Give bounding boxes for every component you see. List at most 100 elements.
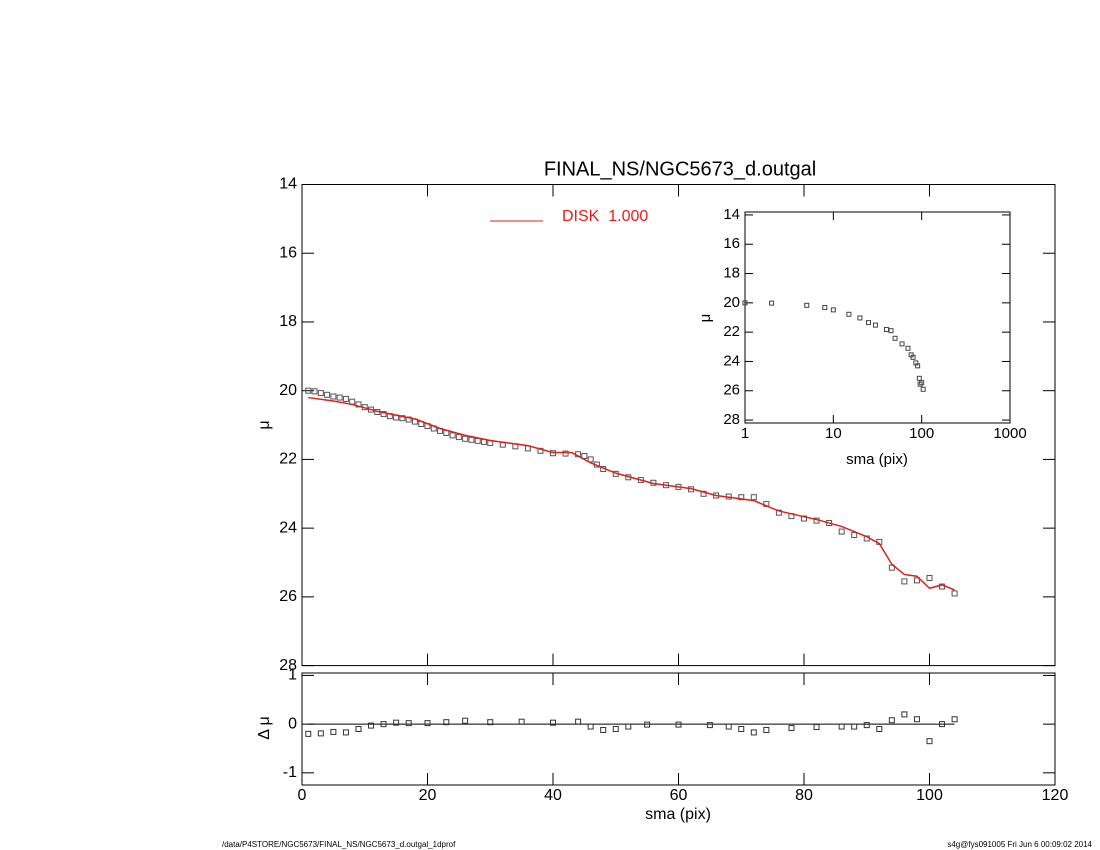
x-tick-label: 40 [544, 787, 562, 804]
data-point [813, 724, 820, 731]
y-tick-label: 16 [723, 235, 740, 252]
data-point [625, 723, 632, 730]
data-point [846, 311, 852, 317]
data-point [575, 718, 582, 725]
data-point [317, 730, 324, 737]
data-point [537, 447, 544, 454]
data-point [915, 363, 921, 369]
data-point [750, 729, 757, 736]
data-point [763, 726, 770, 733]
x-tick-label: 120 [1042, 787, 1069, 804]
data-point [587, 723, 594, 730]
data-point [857, 315, 863, 321]
y-tick-label: 28 [723, 411, 740, 428]
y-axis-label: Δ μ [256, 716, 273, 739]
data-point [462, 435, 469, 442]
data-point [872, 322, 878, 328]
data-point [380, 411, 387, 418]
data-point [738, 726, 745, 732]
y-tick-label: 24 [279, 519, 297, 536]
data-point [884, 327, 890, 333]
data-point [317, 390, 324, 397]
chart-title: FINAL_NS/NGC5673_d.outgal [544, 158, 816, 180]
data-point [380, 721, 387, 728]
data-point [330, 393, 337, 400]
data-point [830, 307, 836, 313]
data-point [675, 721, 682, 728]
data-point [838, 723, 845, 730]
data-point [913, 716, 920, 723]
data-point [587, 456, 594, 463]
x-tick-label: 100 [909, 425, 934, 442]
data-point [342, 729, 349, 736]
model-line [308, 396, 955, 591]
plot-frame [301, 184, 1056, 667]
data-point [865, 320, 871, 326]
y-tick-label: 14 [723, 206, 740, 223]
y-tick-label: 26 [723, 382, 740, 399]
data-point [474, 437, 481, 444]
footer-right: s4g@fys091005 Fri Jun 6 00:09:02 2014 [947, 840, 1092, 849]
data-point [455, 434, 462, 441]
data-point [393, 719, 400, 726]
plot-frame [301, 672, 1056, 786]
data-point [804, 302, 810, 308]
data-point [600, 726, 607, 733]
data-point [951, 590, 958, 597]
data-point [919, 380, 925, 386]
data-point [336, 394, 343, 401]
data-point [644, 721, 651, 728]
data-point [405, 720, 412, 727]
y-axis-label: μ [256, 420, 273, 429]
x-tick-label: 1000 [993, 425, 1026, 442]
data-point [851, 532, 858, 539]
data-point [706, 722, 713, 729]
data-point [905, 345, 911, 351]
data-point [901, 711, 908, 718]
data-point [769, 300, 775, 306]
y-tick-label: 18 [279, 313, 297, 330]
footer-left: /data/P4STORE/NGC5673/FINAL_NS/NGC5673_d… [222, 840, 456, 849]
data-point [700, 490, 707, 497]
data-point [368, 722, 375, 729]
data-point [863, 722, 870, 729]
x-tick-label: 10 [825, 425, 842, 442]
x-tick-label: 60 [670, 787, 688, 804]
data-point [581, 452, 588, 459]
y-tick-label: 14 [279, 176, 297, 193]
data-point [951, 716, 958, 723]
data-point [399, 415, 406, 422]
data-point [342, 395, 349, 402]
y-tick-label: -1 [283, 764, 297, 781]
data-point [892, 335, 898, 341]
data-point [562, 450, 569, 457]
y-tick-label: 0 [288, 715, 297, 732]
data-point [443, 719, 450, 726]
data-point [550, 719, 556, 726]
data-point [738, 494, 745, 501]
x-axis-label: sma (pix) [645, 806, 711, 823]
data-point [888, 717, 895, 724]
data-point [449, 432, 456, 439]
y-tick-label: 20 [723, 294, 740, 311]
data-point [901, 578, 908, 585]
y-tick-label: 24 [723, 352, 740, 369]
data-point [311, 388, 318, 395]
y-tick-label: 28 [279, 657, 297, 674]
data-point [725, 723, 732, 730]
x-tick-label: 0 [298, 787, 307, 804]
data-point [910, 354, 916, 360]
data-point [788, 725, 795, 732]
data-point [838, 528, 845, 535]
y-tick-label: 20 [279, 382, 297, 399]
y-tick-label: 16 [279, 244, 297, 261]
data-point [355, 401, 362, 408]
data-point [939, 721, 946, 728]
data-point [612, 726, 619, 732]
data-point [518, 718, 525, 725]
x-tick-label: 80 [795, 787, 813, 804]
data-point [742, 300, 748, 306]
x-tick-label: 100 [916, 787, 943, 804]
data-point [913, 577, 920, 584]
